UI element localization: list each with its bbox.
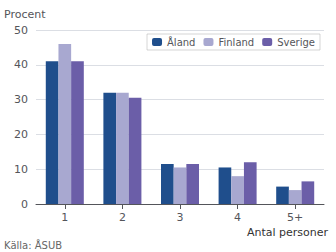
svg-text:30: 30 [14, 93, 28, 106]
svg-text:50: 50 [14, 24, 28, 37]
svg-text:Antal personer: Antal personer [247, 226, 329, 239]
svg-text:Åland: Åland [167, 36, 195, 48]
svg-text:Procent: Procent [4, 8, 46, 21]
svg-text:0: 0 [21, 198, 28, 211]
svg-text:Källa: ÅSUB: Källa: ÅSUB [4, 239, 62, 251]
svg-text:Finland: Finland [218, 37, 254, 48]
svg-text:2: 2 [119, 211, 126, 224]
svg-text:5+: 5+ [287, 211, 303, 224]
svg-text:Sverige: Sverige [277, 37, 315, 48]
svg-text:20: 20 [14, 128, 28, 141]
svg-text:40: 40 [14, 58, 28, 71]
svg-text:4: 4 [234, 211, 241, 224]
svg-text:10: 10 [14, 163, 28, 176]
svg-text:3: 3 [177, 211, 184, 224]
svg-text:1: 1 [61, 211, 68, 224]
